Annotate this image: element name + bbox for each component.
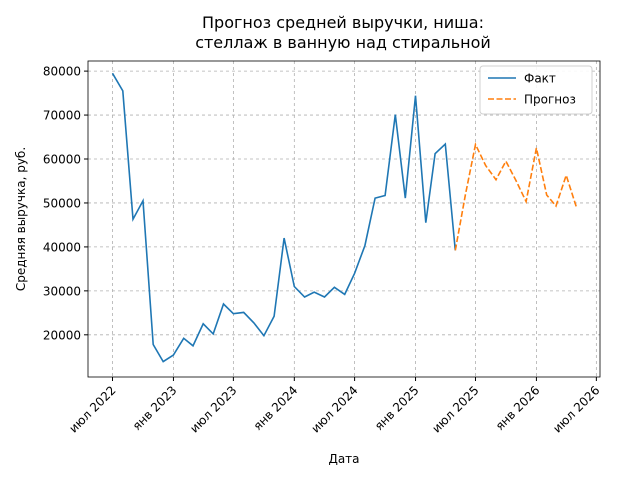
y-tick-label: 70000: [43, 109, 81, 123]
line-series: [111, 72, 457, 363]
y-axis-label: Средняя выручка, руб.: [14, 147, 28, 291]
x-axis-label: Дата: [328, 452, 359, 466]
chart-title: Прогноз средней выручки, ниша: стеллаж в …: [195, 13, 491, 52]
line-series: [454, 142, 577, 251]
legend-label: Факт: [524, 72, 556, 86]
y-tick-label: 60000: [43, 153, 81, 167]
plot-frame: [87, 60, 601, 378]
legend-label: Прогноз: [524, 93, 576, 107]
y-tick-label: 80000: [43, 65, 81, 79]
y-tick-label: 40000: [43, 240, 81, 254]
title-line: Прогноз средней выручки, ниша:: [202, 13, 484, 32]
title-line: стеллаж в ванную над стиральной: [195, 33, 491, 52]
y-tick-label: 20000: [43, 328, 81, 342]
y-tick-label: 30000: [43, 284, 81, 298]
y-tick-label: 50000: [43, 196, 81, 210]
